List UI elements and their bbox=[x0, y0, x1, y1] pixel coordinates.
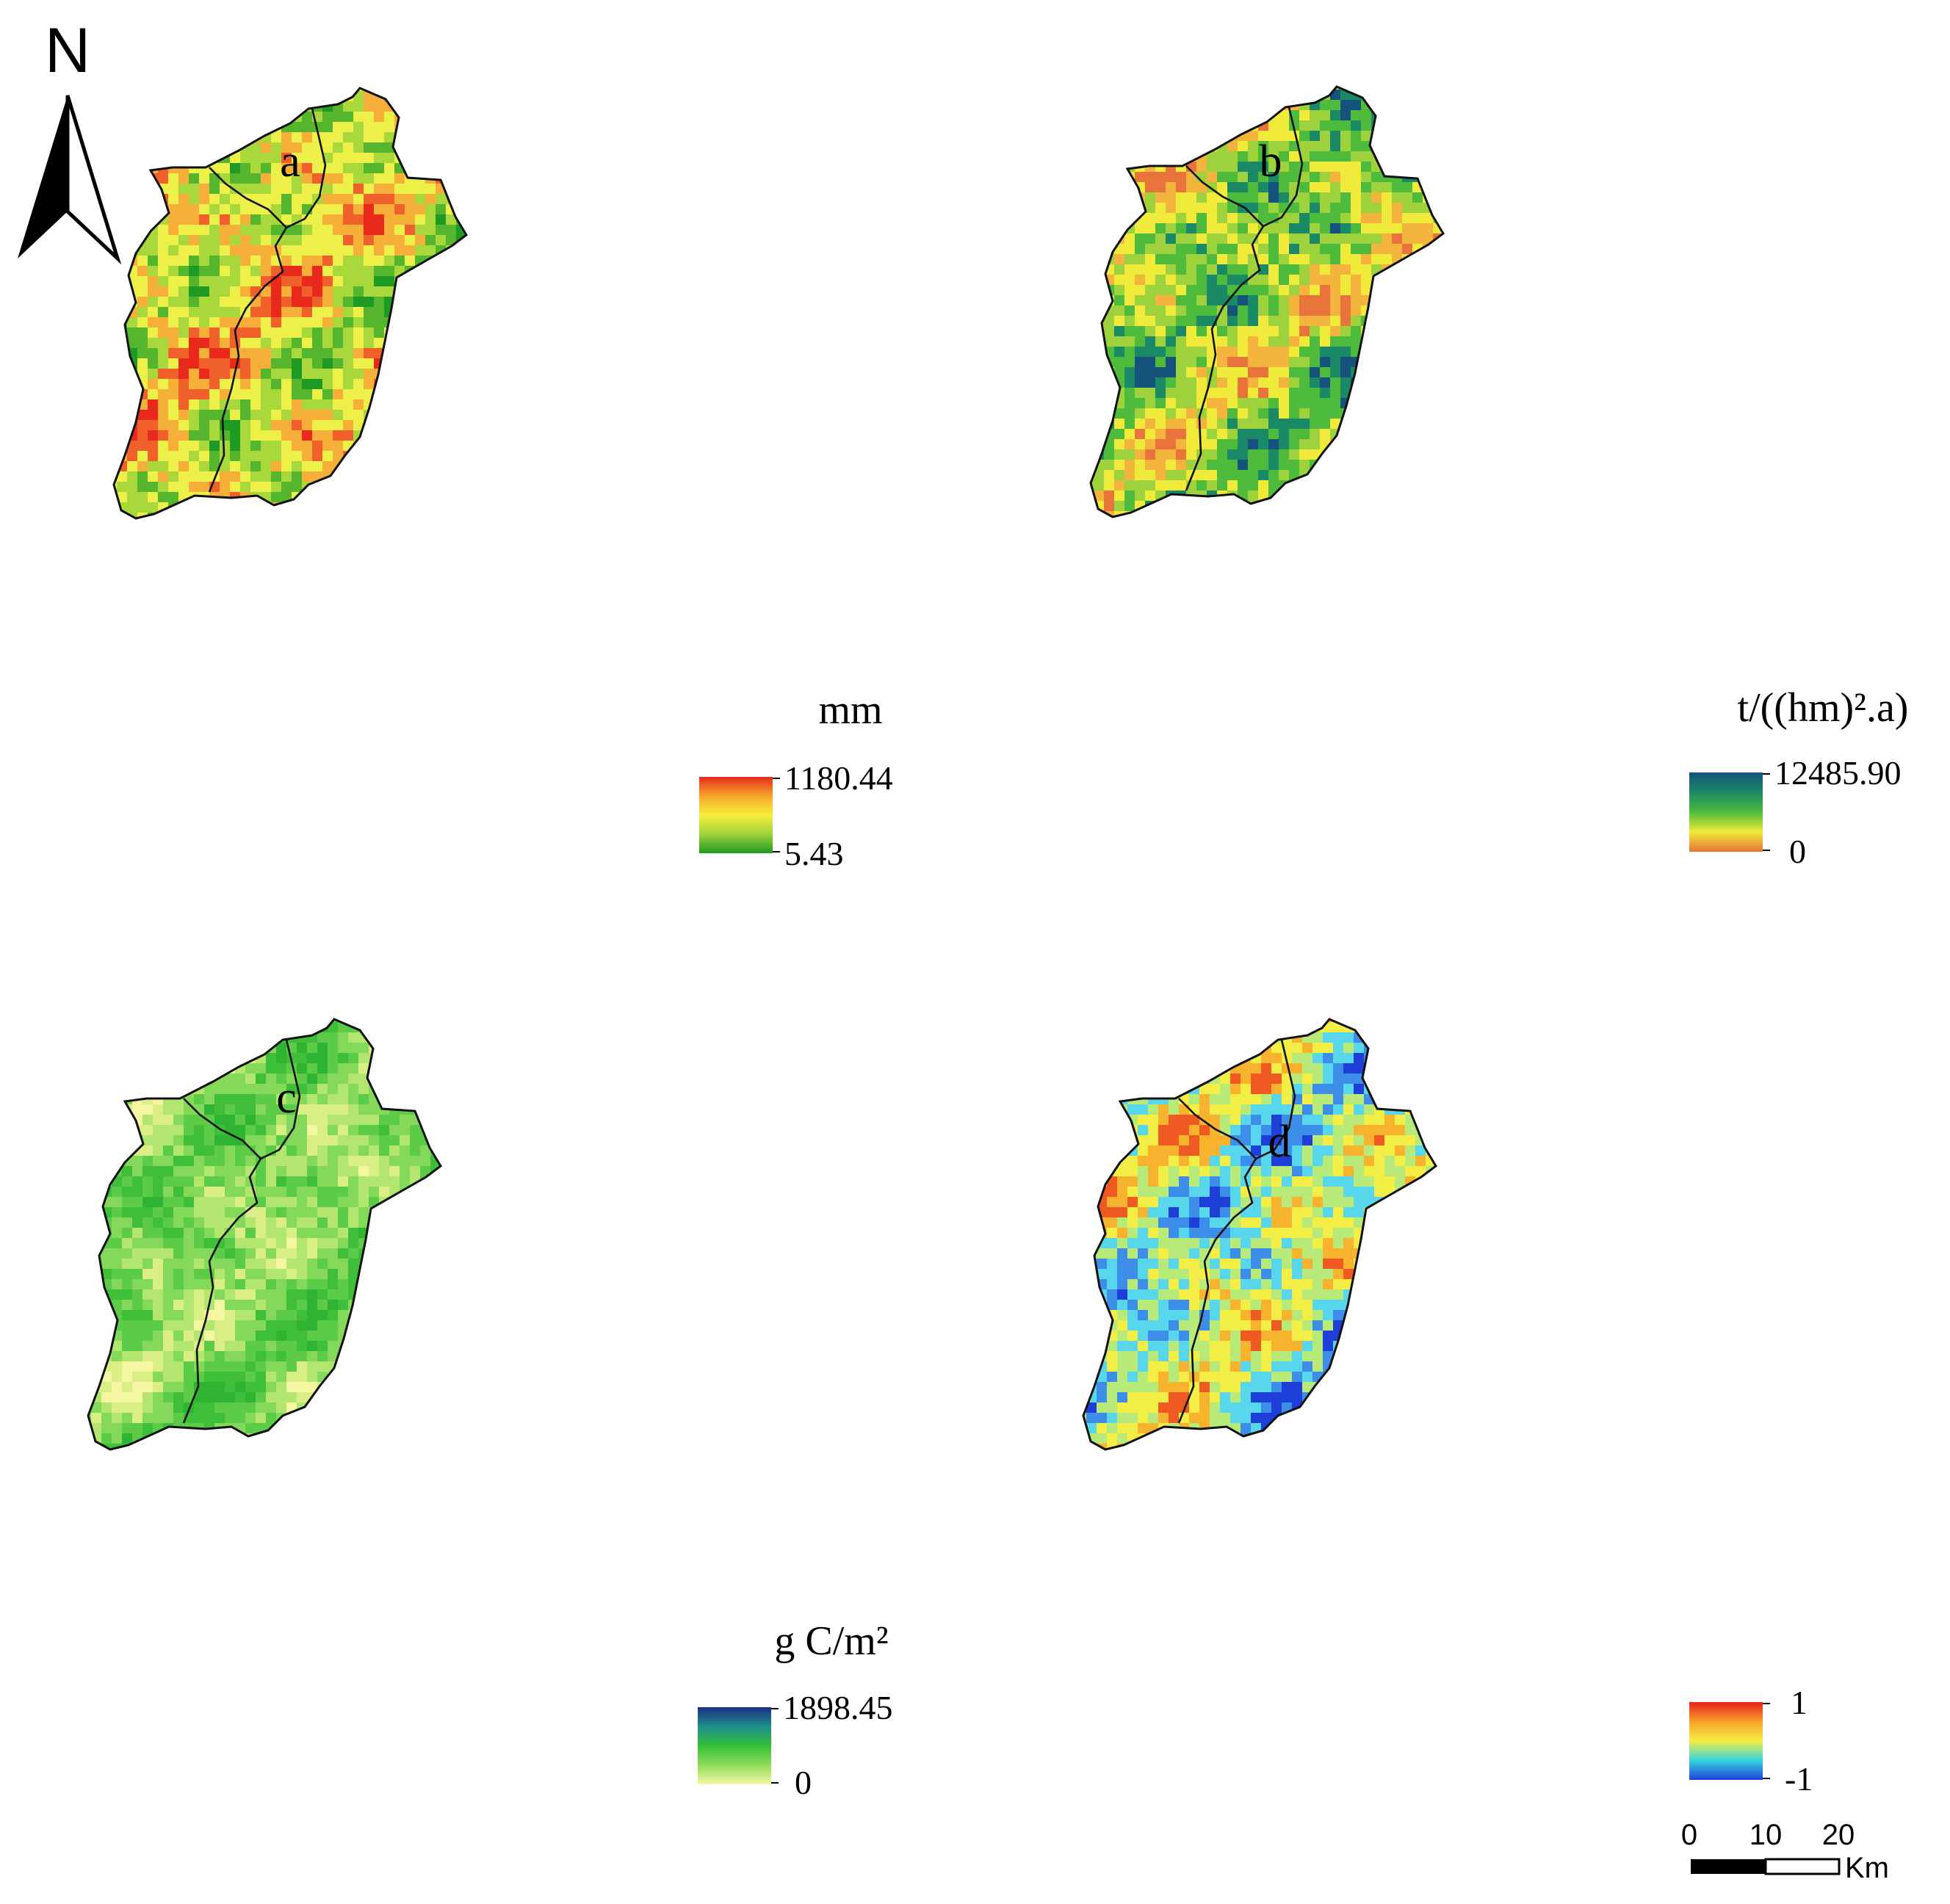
raster-d bbox=[1083, 1019, 1436, 1449]
legend-max-a: 1180.44 bbox=[784, 759, 893, 797]
legend-min-d: -1 bbox=[1785, 1760, 1813, 1798]
legend-max-d: 1 bbox=[1791, 1684, 1808, 1721]
scale-unit: Km bbox=[1845, 1852, 1889, 1884]
map-c bbox=[87, 1018, 442, 1451]
scale-segment-white bbox=[1764, 1858, 1841, 1875]
panel-c: c g C/m² 1898.45 0 bbox=[87, 1018, 893, 1801]
legend-unit-a: mm bbox=[818, 687, 882, 733]
panel-letter-a: a bbox=[280, 137, 300, 187]
legend-unit-c: g C/m² bbox=[774, 1618, 888, 1664]
map-d bbox=[1082, 1018, 1437, 1451]
panel-b: b t/((hm)².a) 12485.90 0 bbox=[1089, 85, 1909, 870]
panel-letter-c: c bbox=[276, 1073, 297, 1123]
scale-tick-20: 20 bbox=[1822, 1819, 1855, 1851]
legend-ramp-c bbox=[698, 1707, 771, 1784]
legend-min-b: 0 bbox=[1789, 833, 1806, 870]
scale-tick-10: 10 bbox=[1749, 1819, 1783, 1851]
north-arrow: N bbox=[18, 15, 122, 265]
scale-segment-black bbox=[1691, 1859, 1766, 1874]
scale-bar: 0 10 20 Km bbox=[1681, 1819, 1889, 1884]
legend-unit-b: t/((hm)².a) bbox=[1738, 685, 1909, 731]
panel-a: a mm 1180.44 5.43 bbox=[112, 87, 893, 872]
north-label: N bbox=[45, 15, 90, 86]
legend-ramp-a bbox=[699, 777, 773, 853]
legend-max-b: 12485.90 bbox=[1774, 754, 1902, 792]
panel-d: d 1 -1 bbox=[1082, 1018, 1813, 1798]
legend-min-a: 5.43 bbox=[784, 835, 844, 872]
panel-letter-b: b bbox=[1260, 137, 1282, 187]
north-arrow-icon bbox=[18, 95, 122, 265]
legend-max-c: 1898.45 bbox=[783, 1689, 893, 1726]
panel-letter-d: d bbox=[1268, 1117, 1291, 1167]
legend-ramp-d bbox=[1689, 1702, 1763, 1780]
legend-min-c: 0 bbox=[795, 1764, 812, 1801]
legend-ramp-b bbox=[1689, 772, 1763, 852]
raster-c bbox=[88, 1019, 441, 1449]
scale-tick-0: 0 bbox=[1681, 1819, 1697, 1851]
